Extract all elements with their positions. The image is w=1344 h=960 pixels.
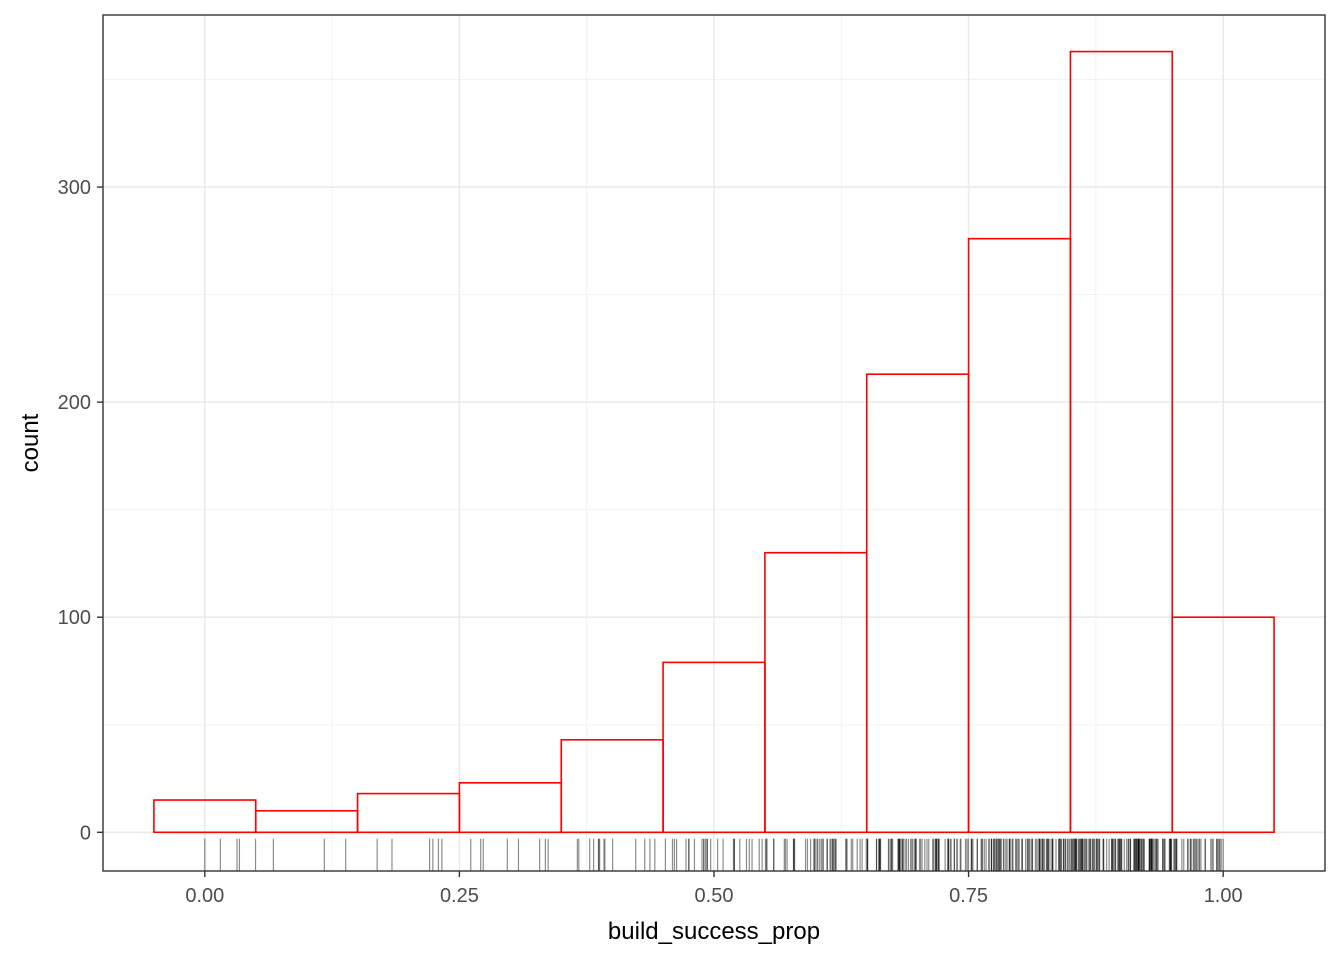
x-axis-title: build_success_prop	[608, 918, 820, 945]
y-tick-label: 300	[58, 177, 91, 199]
y-tick-label: 100	[58, 607, 91, 629]
histogram-bar	[1171, 616, 1275, 834]
histogram-bars	[153, 50, 1275, 834]
histogram-bar	[1069, 50, 1174, 834]
x-tick-label: 0.00	[185, 885, 224, 907]
y-tick-label: 0	[80, 822, 91, 844]
rug-marks	[204, 838, 1224, 871]
x-tick-label: 0.25	[440, 885, 479, 907]
x-tick-label: 0.50	[695, 885, 734, 907]
y-axis-title: count	[17, 413, 44, 472]
x-tick-label: 0.75	[949, 885, 988, 907]
axes: 0.00 0.25 0.50 0.75 1.00 0 100 200 300	[58, 177, 1243, 907]
x-tick-label: 1.00	[1204, 885, 1243, 907]
y-tick-label: 200	[58, 392, 91, 414]
